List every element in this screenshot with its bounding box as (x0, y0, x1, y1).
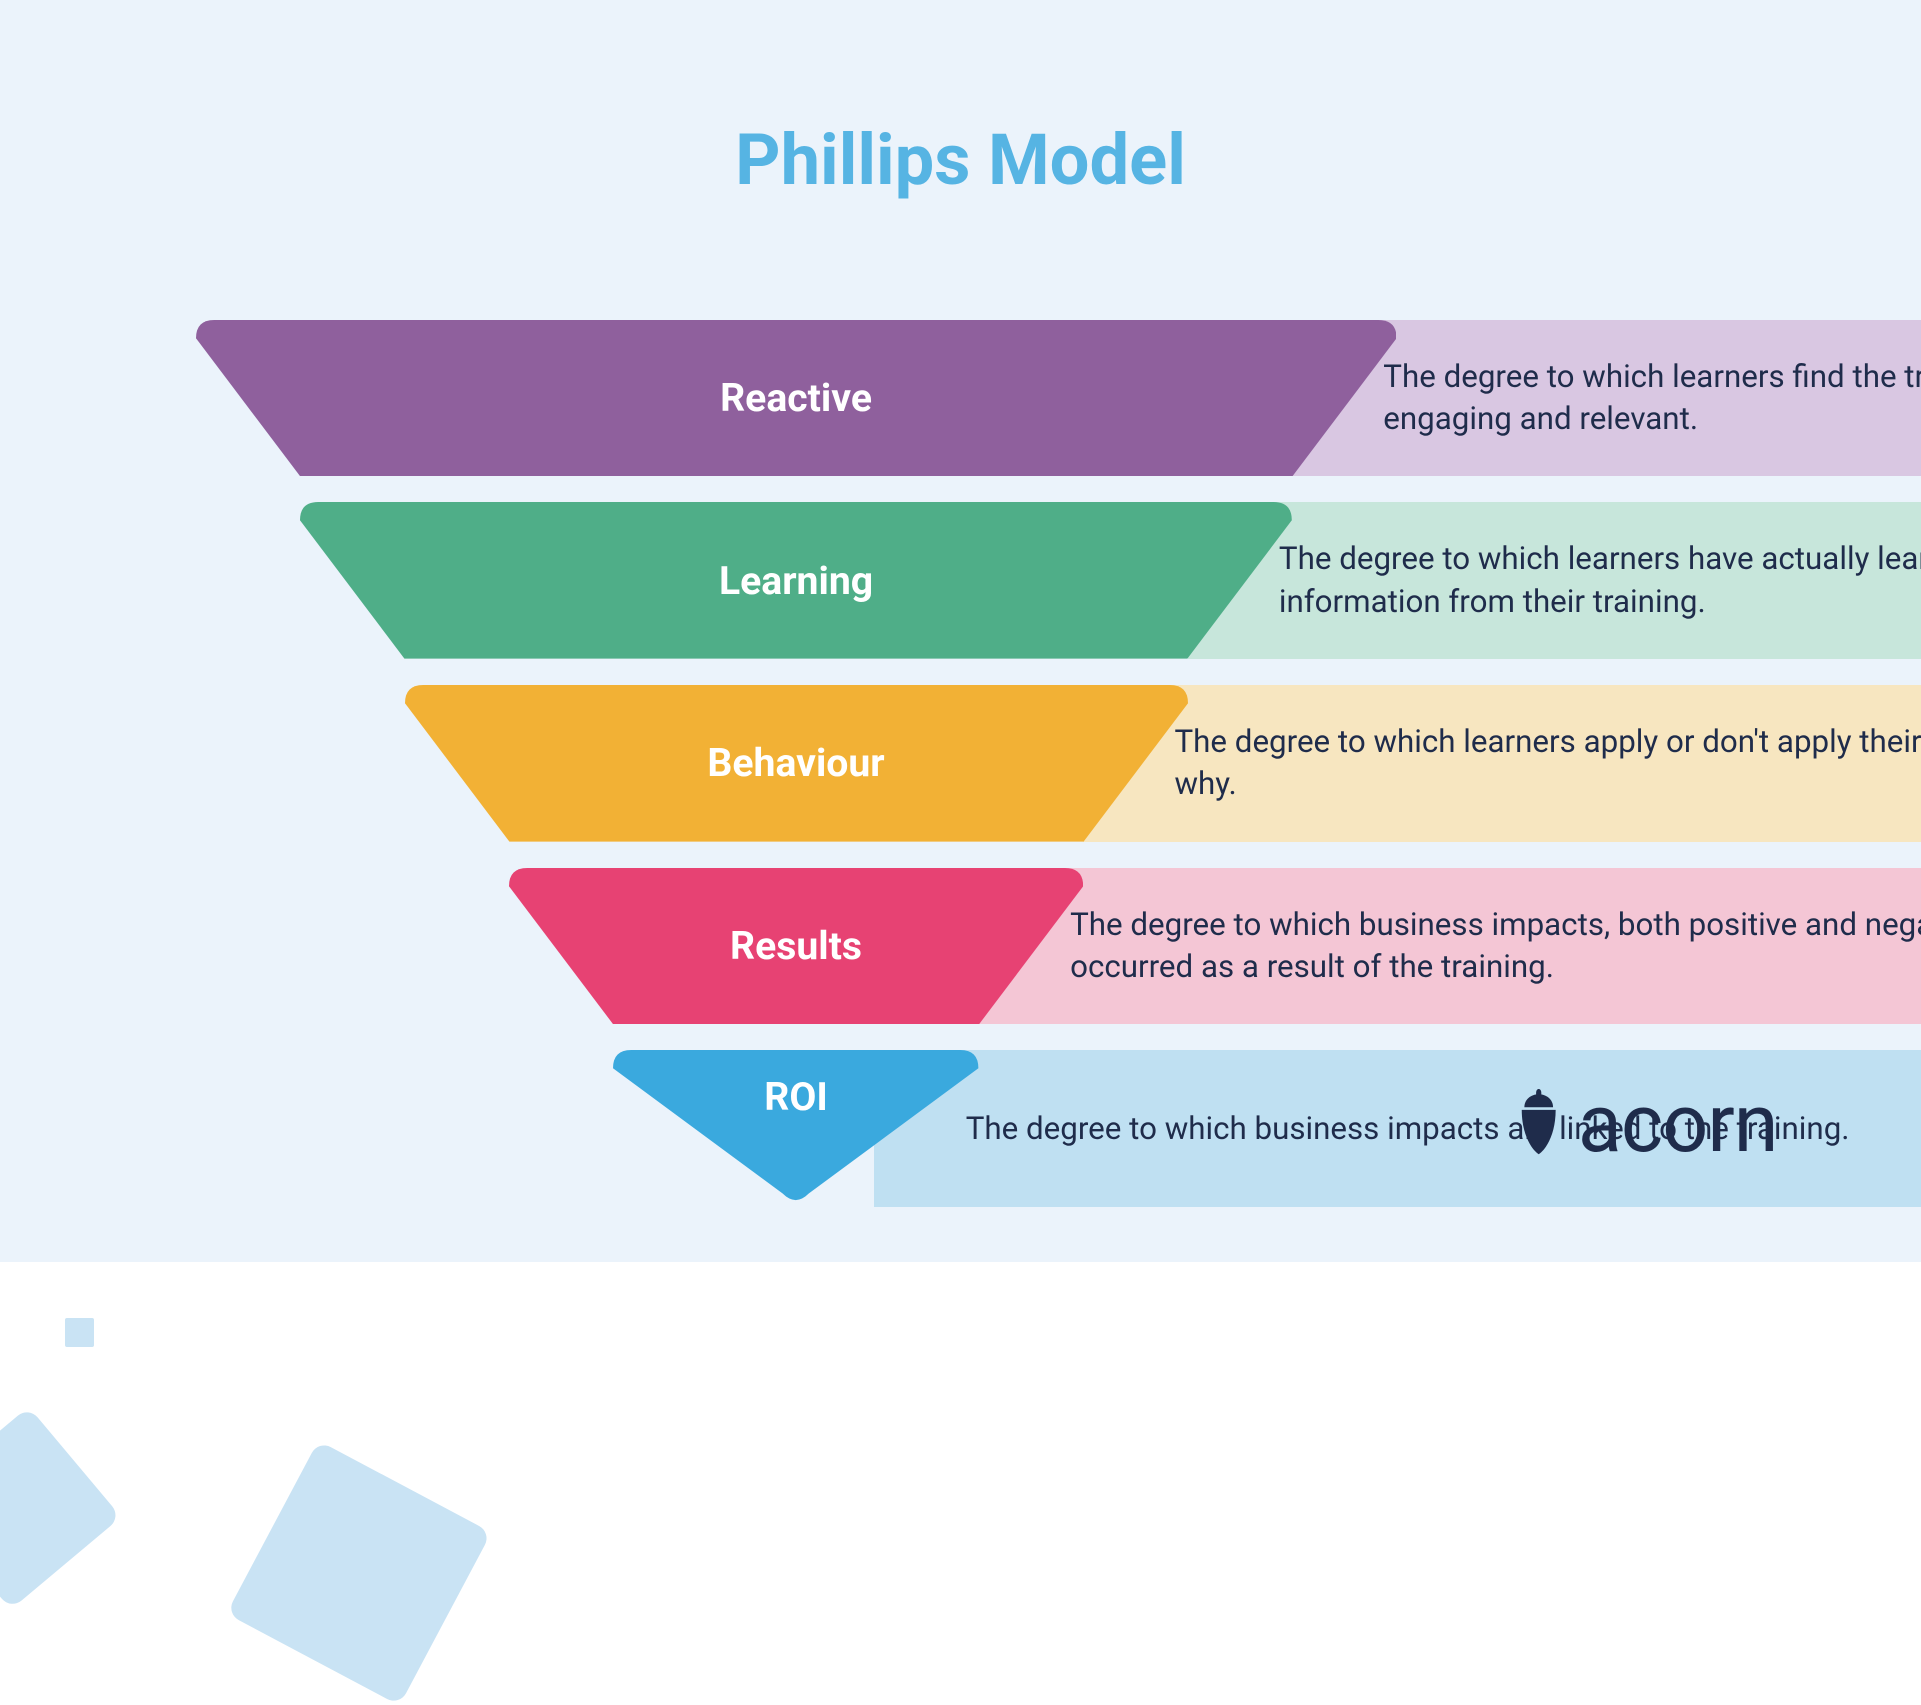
funnel-segment: Reactive (196, 320, 1397, 477)
funnel-segment: ROI (613, 1050, 978, 1207)
funnel-segment-description: The degree to which learners apply or do… (1083, 685, 1921, 842)
funnel-segment-description: The degree to which learners have actual… (1188, 502, 1921, 659)
funnel-segment-label: ROI (613, 1050, 978, 1207)
brand-logo-text: acorn (1578, 1076, 1778, 1171)
decorative-shape (227, 1440, 492, 1705)
acorn-icon (1510, 1089, 1567, 1157)
funnel-segment-label: Results (509, 868, 1083, 1025)
brand-logo: acorn (1510, 1076, 1777, 1171)
funnel-segment: Results (509, 868, 1083, 1025)
funnel-row: The degree to which business impacts, bo… (196, 868, 1921, 1025)
funnel-segment-label: Reactive (196, 320, 1397, 477)
decorative-shape (65, 1318, 94, 1347)
infographic-canvas: Phillips Model The degree to which learn… (0, 0, 1921, 1262)
funnel-segment-description: The degree to which business impacts, bo… (979, 868, 1921, 1025)
funnel-segment: Behaviour (405, 685, 1188, 842)
funnel-segment-label: Behaviour (405, 685, 1188, 842)
funnel-segment: Learning (300, 502, 1292, 659)
funnel-row: The degree to which learners find the tr… (196, 320, 1921, 477)
funnel-segment-label: Learning (300, 502, 1292, 659)
page-title: Phillips Model (0, 120, 1921, 202)
decorative-shape (0, 1406, 121, 1608)
funnel-row: The degree to which learners apply or do… (196, 685, 1921, 842)
funnel-row: The degree to which learners have actual… (196, 502, 1921, 659)
